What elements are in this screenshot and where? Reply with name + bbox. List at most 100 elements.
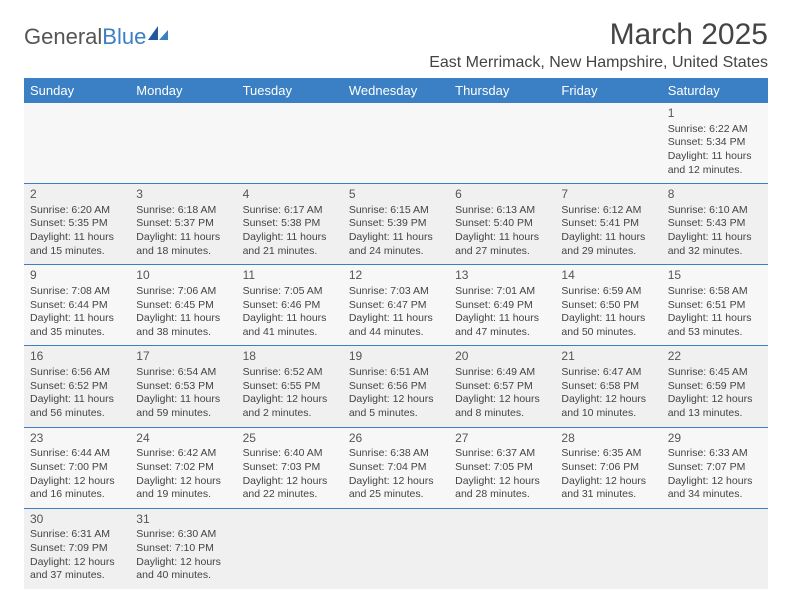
day-header: Saturday [662, 78, 768, 103]
day-number: 12 [349, 268, 443, 284]
day-cell: 21Sunrise: 6:47 AMSunset: 6:58 PMDayligh… [555, 346, 661, 427]
sunrise-line: Sunrise: 6:18 AM [136, 204, 230, 218]
daylight-line: Daylight: 11 hours and 38 minutes. [136, 312, 230, 339]
day-number: 15 [668, 268, 762, 284]
daylight-line: Daylight: 11 hours and 27 minutes. [455, 231, 549, 258]
sunrise-line: Sunrise: 6:17 AM [243, 204, 337, 218]
day-number: 7 [561, 187, 655, 203]
sunset-line: Sunset: 5:37 PM [136, 217, 230, 231]
daylight-line: Daylight: 12 hours and 13 minutes. [668, 393, 762, 420]
day-number: 2 [30, 187, 124, 203]
day-number: 27 [455, 431, 549, 447]
day-header: Monday [130, 78, 236, 103]
daylight-line: Daylight: 11 hours and 15 minutes. [30, 231, 124, 258]
day-cell [449, 508, 555, 589]
day-cell: 25Sunrise: 6:40 AMSunset: 7:03 PMDayligh… [237, 427, 343, 508]
daylight-line: Daylight: 11 hours and 12 minutes. [668, 150, 762, 177]
daylight-line: Daylight: 11 hours and 44 minutes. [349, 312, 443, 339]
sunrise-line: Sunrise: 6:59 AM [561, 285, 655, 299]
daylight-line: Daylight: 11 hours and 59 minutes. [136, 393, 230, 420]
sunset-line: Sunset: 6:51 PM [668, 299, 762, 313]
daylight-line: Daylight: 12 hours and 2 minutes. [243, 393, 337, 420]
sunrise-line: Sunrise: 6:49 AM [455, 366, 549, 380]
sunset-line: Sunset: 6:52 PM [30, 380, 124, 394]
sunrise-line: Sunrise: 7:08 AM [30, 285, 124, 299]
day-cell [343, 508, 449, 589]
day-number: 20 [455, 349, 549, 365]
day-header: Thursday [449, 78, 555, 103]
day-cell: 31Sunrise: 6:30 AMSunset: 7:10 PMDayligh… [130, 508, 236, 589]
logo: GeneralBlue [24, 24, 170, 50]
sunset-line: Sunset: 5:43 PM [668, 217, 762, 231]
sunrise-line: Sunrise: 6:20 AM [30, 204, 124, 218]
sunrise-line: Sunrise: 6:38 AM [349, 447, 443, 461]
sunrise-line: Sunrise: 6:10 AM [668, 204, 762, 218]
sunrise-line: Sunrise: 6:30 AM [136, 528, 230, 542]
sunrise-line: Sunrise: 7:06 AM [136, 285, 230, 299]
day-number: 18 [243, 349, 337, 365]
week-row: 1Sunrise: 6:22 AMSunset: 5:34 PMDaylight… [24, 103, 768, 184]
day-number: 10 [136, 268, 230, 284]
day-cell: 15Sunrise: 6:58 AMSunset: 6:51 PMDayligh… [662, 265, 768, 346]
day-number: 24 [136, 431, 230, 447]
day-header: Tuesday [237, 78, 343, 103]
sunset-line: Sunset: 7:05 PM [455, 461, 549, 475]
sunrise-line: Sunrise: 6:54 AM [136, 366, 230, 380]
sunset-line: Sunset: 7:06 PM [561, 461, 655, 475]
day-header: Sunday [24, 78, 130, 103]
sunrise-line: Sunrise: 6:56 AM [30, 366, 124, 380]
day-cell: 23Sunrise: 6:44 AMSunset: 7:00 PMDayligh… [24, 427, 130, 508]
daylight-line: Daylight: 11 hours and 35 minutes. [30, 312, 124, 339]
sunset-line: Sunset: 5:38 PM [243, 217, 337, 231]
sunset-line: Sunset: 5:35 PM [30, 217, 124, 231]
sunset-line: Sunset: 6:45 PM [136, 299, 230, 313]
sunrise-line: Sunrise: 6:45 AM [668, 366, 762, 380]
sunrise-line: Sunrise: 6:47 AM [561, 366, 655, 380]
day-number: 6 [455, 187, 549, 203]
day-header-row: SundayMondayTuesdayWednesdayThursdayFrid… [24, 78, 768, 103]
sunrise-line: Sunrise: 6:44 AM [30, 447, 124, 461]
day-cell: 13Sunrise: 7:01 AMSunset: 6:49 PMDayligh… [449, 265, 555, 346]
day-cell: 9Sunrise: 7:08 AMSunset: 6:44 PMDaylight… [24, 265, 130, 346]
sunset-line: Sunset: 6:58 PM [561, 380, 655, 394]
daylight-line: Daylight: 11 hours and 21 minutes. [243, 231, 337, 258]
day-cell [24, 103, 130, 184]
logo-text: GeneralBlue [24, 24, 146, 50]
sunset-line: Sunset: 7:09 PM [30, 542, 124, 556]
daylight-line: Daylight: 11 hours and 29 minutes. [561, 231, 655, 258]
sunset-line: Sunset: 7:00 PM [30, 461, 124, 475]
day-cell: 26Sunrise: 6:38 AMSunset: 7:04 PMDayligh… [343, 427, 449, 508]
sunrise-line: Sunrise: 6:22 AM [668, 123, 762, 137]
title-block: March 2025 East Merrimack, New Hampshire… [429, 18, 768, 72]
day-cell: 11Sunrise: 7:05 AMSunset: 6:46 PMDayligh… [237, 265, 343, 346]
day-cell: 14Sunrise: 6:59 AMSunset: 6:50 PMDayligh… [555, 265, 661, 346]
day-cell: 30Sunrise: 6:31 AMSunset: 7:09 PMDayligh… [24, 508, 130, 589]
day-cell: 4Sunrise: 6:17 AMSunset: 5:38 PMDaylight… [237, 184, 343, 265]
sunset-line: Sunset: 7:04 PM [349, 461, 443, 475]
sunset-line: Sunset: 5:39 PM [349, 217, 443, 231]
daylight-line: Daylight: 12 hours and 34 minutes. [668, 475, 762, 502]
day-number: 8 [668, 187, 762, 203]
day-cell [555, 508, 661, 589]
daylight-line: Daylight: 11 hours and 53 minutes. [668, 312, 762, 339]
day-number: 1 [668, 106, 762, 122]
sunset-line: Sunset: 6:44 PM [30, 299, 124, 313]
day-number: 22 [668, 349, 762, 365]
day-number: 16 [30, 349, 124, 365]
sunset-line: Sunset: 7:03 PM [243, 461, 337, 475]
sunset-line: Sunset: 5:41 PM [561, 217, 655, 231]
daylight-line: Daylight: 12 hours and 10 minutes. [561, 393, 655, 420]
day-cell: 27Sunrise: 6:37 AMSunset: 7:05 PMDayligh… [449, 427, 555, 508]
day-number: 14 [561, 268, 655, 284]
daylight-line: Daylight: 11 hours and 32 minutes. [668, 231, 762, 258]
day-number: 21 [561, 349, 655, 365]
sunrise-line: Sunrise: 6:33 AM [668, 447, 762, 461]
week-row: 9Sunrise: 7:08 AMSunset: 6:44 PMDaylight… [24, 265, 768, 346]
day-cell: 8Sunrise: 6:10 AMSunset: 5:43 PMDaylight… [662, 184, 768, 265]
calendar-table: SundayMondayTuesdayWednesdayThursdayFrid… [24, 78, 768, 589]
sunset-line: Sunset: 7:07 PM [668, 461, 762, 475]
sunrise-line: Sunrise: 6:51 AM [349, 366, 443, 380]
daylight-line: Daylight: 12 hours and 28 minutes. [455, 475, 549, 502]
daylight-line: Daylight: 11 hours and 41 minutes. [243, 312, 337, 339]
day-cell [237, 103, 343, 184]
